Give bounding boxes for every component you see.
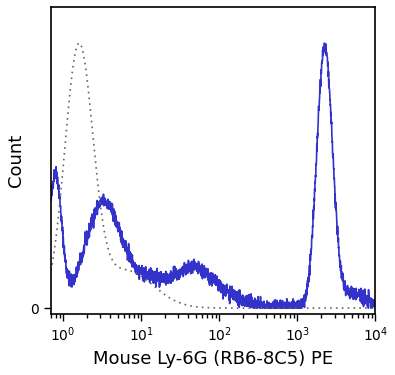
Y-axis label: Count: Count: [7, 134, 25, 187]
X-axis label: Mouse Ly-6G (RB6-8C5) PE: Mouse Ly-6G (RB6-8C5) PE: [93, 350, 333, 368]
